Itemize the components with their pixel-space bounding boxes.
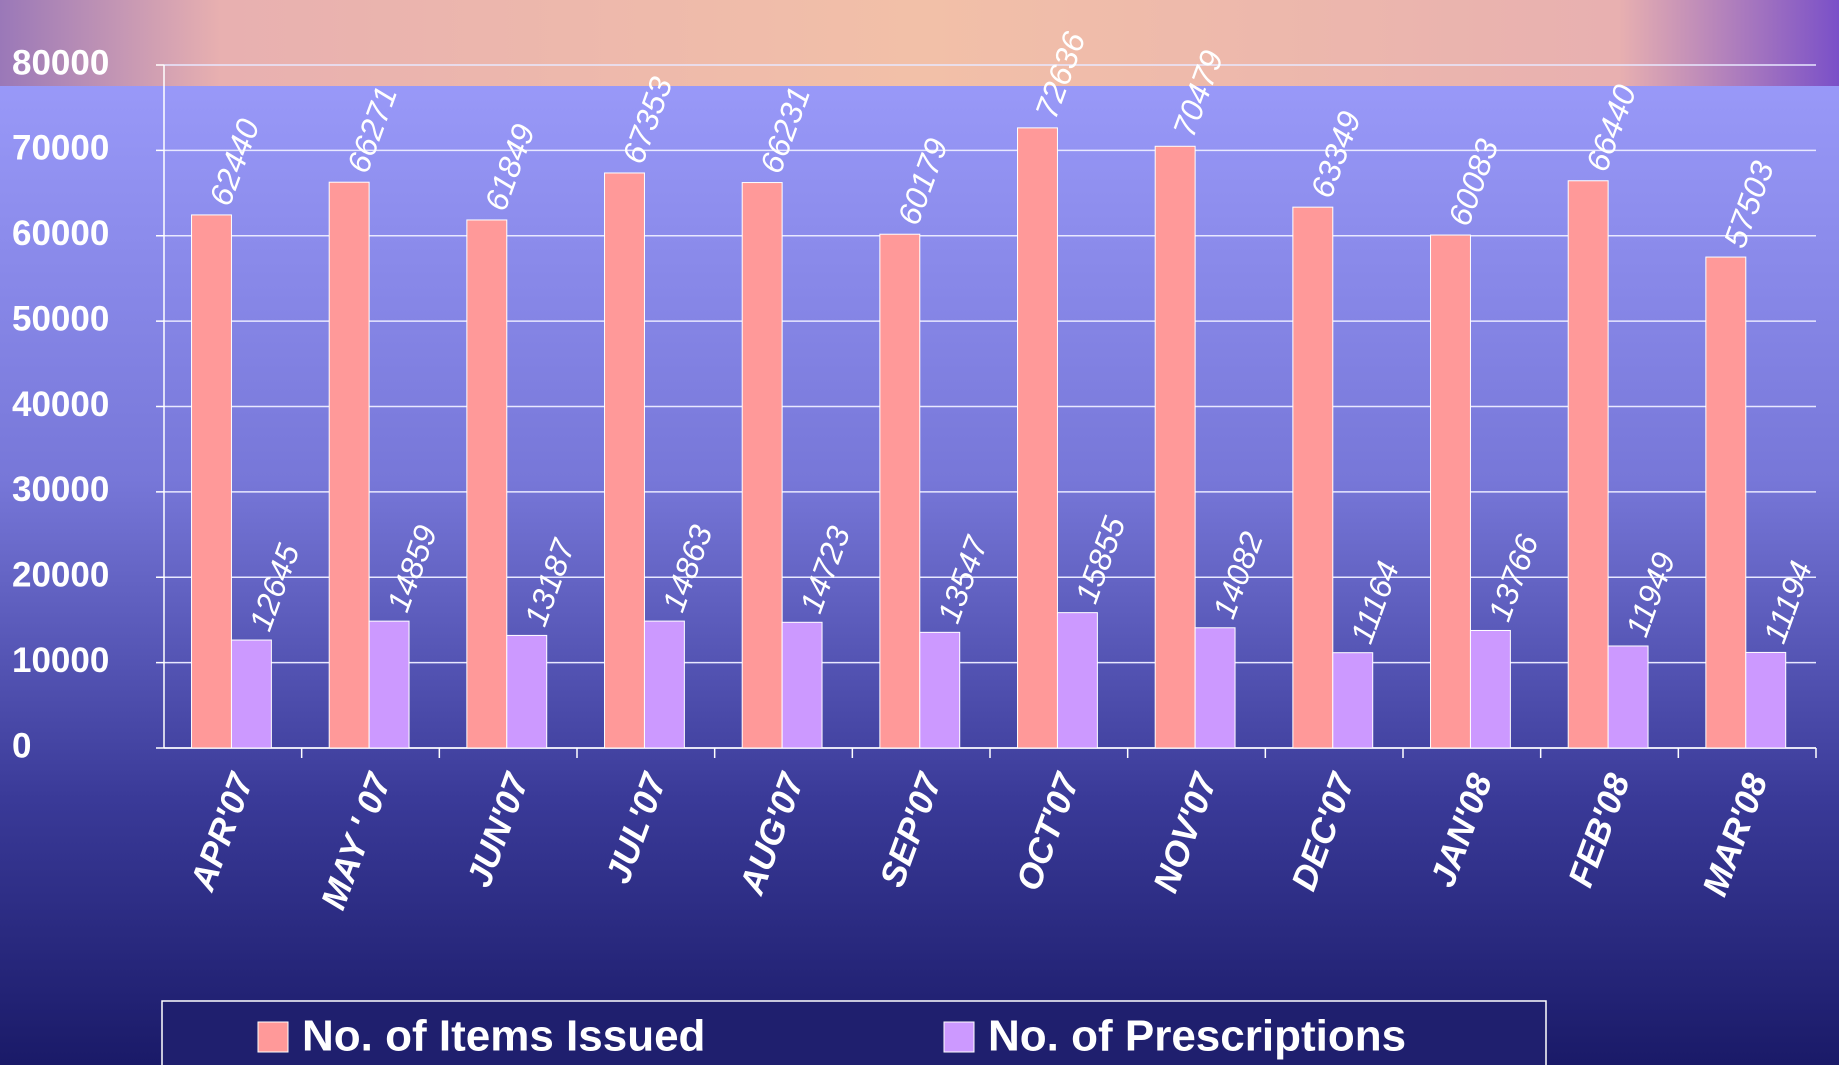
y-tick-label: 20000 <box>12 556 109 595</box>
y-tick-label: 10000 <box>12 641 109 680</box>
bar <box>919 631 961 749</box>
bar <box>741 182 783 749</box>
y-tick-label: 30000 <box>12 470 109 509</box>
bar <box>1745 651 1787 749</box>
bar <box>879 233 921 749</box>
bar <box>1607 645 1649 749</box>
y-tick-label: 50000 <box>12 299 109 338</box>
bar <box>1056 612 1098 749</box>
legend-label: No. of Prescriptions <box>988 1012 1406 1061</box>
bar <box>1430 234 1471 749</box>
bar <box>604 172 645 749</box>
bar <box>1154 145 1196 749</box>
bar <box>506 634 548 749</box>
legend-swatch <box>943 1021 975 1053</box>
bar <box>1705 256 1747 749</box>
bar <box>230 639 272 749</box>
bar <box>643 620 685 749</box>
bar <box>368 620 410 749</box>
legend-swatch <box>257 1021 289 1053</box>
y-tick-label: 0 <box>12 726 31 765</box>
bar <box>191 214 232 749</box>
y-tick-label: 60000 <box>12 214 109 253</box>
bar <box>1469 629 1511 749</box>
bar <box>328 181 370 749</box>
y-tick-label: 40000 <box>12 385 109 424</box>
legend-label: No. of Items Issued <box>302 1012 705 1061</box>
bar <box>1332 652 1374 749</box>
y-tick-label: 80000 <box>12 43 109 82</box>
legend-box <box>161 1000 1547 1065</box>
bar <box>1292 206 1334 749</box>
y-tick-label: 70000 <box>12 129 109 168</box>
bar <box>781 621 823 749</box>
bar <box>466 219 508 749</box>
bar <box>1567 180 1609 749</box>
bar <box>1194 627 1236 749</box>
bar <box>1017 127 1058 749</box>
header-band <box>0 0 1839 86</box>
